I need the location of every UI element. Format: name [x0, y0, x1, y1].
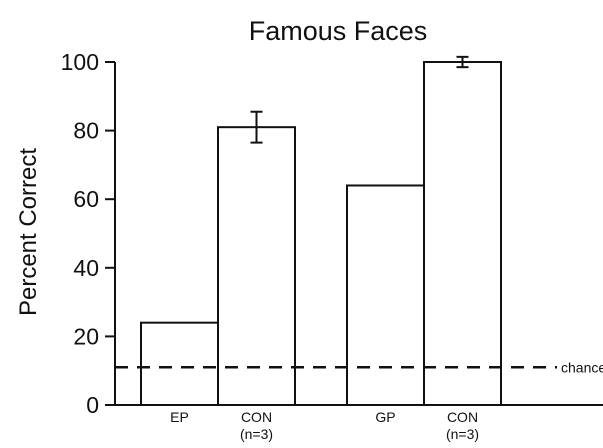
bar	[423, 61, 502, 406]
x-tick-label: EP	[170, 409, 189, 425]
x-tick-sublabel: (n=3)	[240, 426, 273, 442]
bar	[140, 321, 219, 406]
x-tick-sublabel: (n=3)	[446, 426, 479, 442]
x-tick-label: CON	[241, 409, 272, 425]
bars	[140, 61, 502, 406]
y-tick-label: 0	[86, 392, 99, 418]
x-tick-labels: EP CON(n=3)GP CON(n=3)	[170, 409, 479, 442]
error-bars	[250, 55, 469, 144]
bar	[217, 126, 296, 406]
x-tick-label: CON	[447, 409, 478, 425]
bar	[346, 184, 425, 406]
chart-title: Famous Faces	[249, 16, 428, 46]
y-axis-label: Percent Correct	[15, 148, 42, 316]
chance-label: chance	[561, 359, 603, 375]
x-tick-label: GP	[375, 409, 395, 425]
y-tick-label: 100	[61, 49, 99, 75]
y-tick-label: 20	[73, 323, 99, 349]
y-ticks: 0 20 40 60 80 100	[61, 49, 115, 418]
y-tick-label: 40	[73, 255, 99, 281]
y-tick-label: 60	[73, 186, 99, 212]
y-tick-label: 80	[73, 118, 99, 144]
